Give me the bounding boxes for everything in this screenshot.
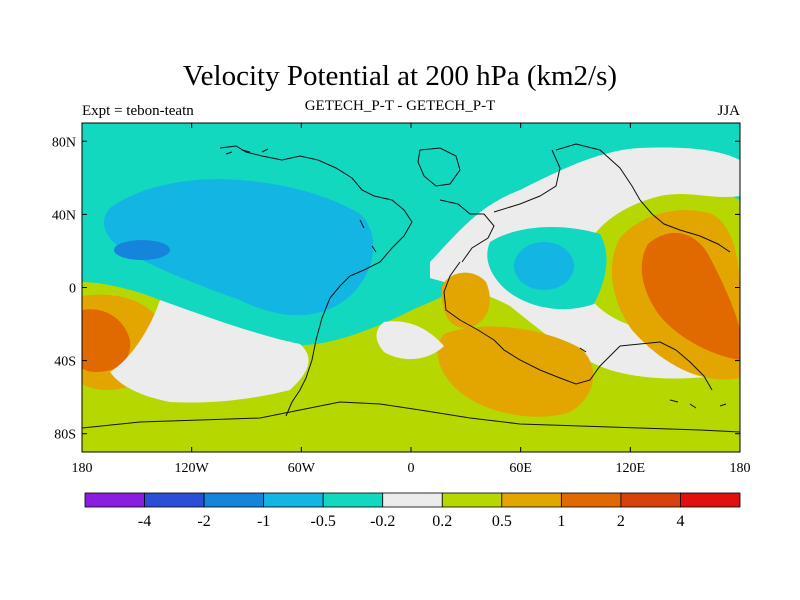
colorbar-label: -4 [138,513,151,530]
region-north-atlantic-neutral [430,147,740,379]
africa-coastline [443,261,621,385]
colorbar-swatch [501,492,562,508]
colorbar-label: -1 [257,513,270,530]
colorbar-label: 4 [676,513,684,530]
chart-title: Velocity Potential at 200 hPa (km2/s) [182,60,618,92]
region-pacific-positive-max [641,232,740,360]
colorbar-label: 0.2 [432,513,452,530]
colorbar-swatch [144,492,205,508]
colorbar-swatch [322,492,384,508]
region-central-asia-negative-core [514,242,574,290]
x-tick-label: 0 [408,461,415,476]
x-tick-label: 60W [288,461,316,476]
eurasia-coastline [439,143,641,263]
colorbar-label: 0.5 [492,513,512,530]
contour-field [82,123,740,452]
region-southern-neutral-band [110,300,444,403]
x-tick-label: 180 [72,461,93,476]
colorbar: -4 -2 -1 -0.5 -0.2 0.2 0.5 1 2 4 [84,492,741,530]
colorbar-swatch [84,492,145,508]
colorbar-swatch [560,492,622,508]
y-tick-label: 40N [52,208,76,223]
south-america-coastline [285,275,351,417]
colorbar-label: 2 [617,513,625,530]
colorbar-swatch [382,492,443,508]
experiment-label: Expt = tebon-teatn [82,103,194,119]
colorbar-swatch [263,492,324,508]
colorbar-label: 1 [557,513,565,530]
colorbar-label: -0.5 [311,513,336,530]
x-tick-label: 180 [730,461,751,476]
asia-pacific-coastline [619,199,731,391]
y-tick-label: 80N [52,135,76,150]
region-north-pacific-min [114,240,170,260]
greenland-coastline [417,147,461,187]
x-tick-label: 120W [175,461,210,476]
coastlines [82,143,740,433]
dataset-label: GETECH_P-T - GETECH_P-T [304,98,496,114]
colorbar-swatch [203,492,265,508]
x-tick-label: 120E [616,461,646,476]
antarctica-coastline [82,401,740,433]
colorbar-swatch [620,492,681,508]
map-axes: 180 120W 60W 0 60E 120E 180 80N 40N 0 40S 80S [52,123,751,476]
colorbar-swatch [441,492,503,508]
region-southern-ocean-positive [437,326,594,417]
season-label: JJA [717,103,740,119]
y-tick-label: 80S [54,428,76,443]
colorbar-swatch [680,492,741,508]
colorbar-label: -0.2 [370,513,395,530]
colorbar-label: -2 [197,513,210,530]
y-tick-label: 40S [54,355,76,370]
north-america-coastline [219,145,413,277]
y-tick-label: 0 [69,282,76,297]
region-south-pacific-positive-max [82,309,131,372]
island-arcs [225,148,727,409]
x-tick-label: 60E [509,461,532,476]
region-north-pacific-negative-core [103,179,374,316]
region-africa-positive-core [441,272,490,329]
